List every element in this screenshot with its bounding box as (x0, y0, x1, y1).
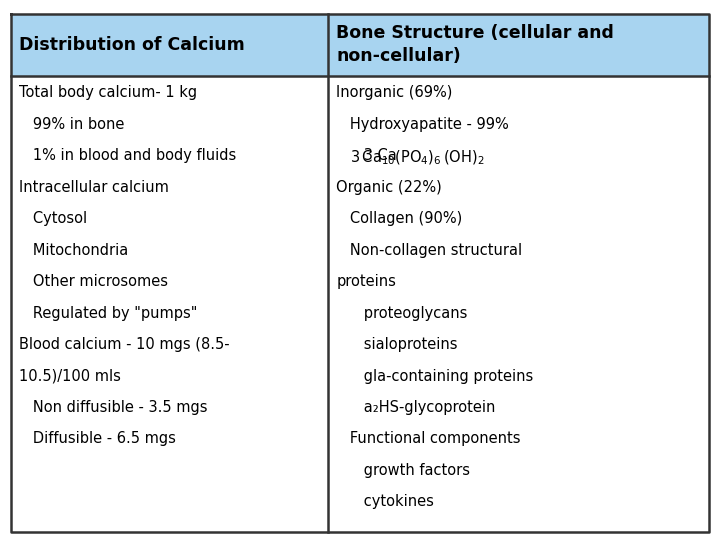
Text: Diffusible - 6.5 mgs: Diffusible - 6.5 mgs (19, 431, 176, 447)
Text: Blood calcium - 10 mgs (8.5-: Blood calcium - 10 mgs (8.5- (19, 337, 230, 352)
Text: Mitochondria: Mitochondria (19, 242, 129, 258)
Text: sialoproteins: sialoproteins (336, 337, 458, 352)
Text: Bone Structure (cellular and
non-cellular): Bone Structure (cellular and non-cellula… (336, 24, 614, 65)
Bar (11, 14, 328, 76)
Text: Distribution of Calcium: Distribution of Calcium (19, 36, 246, 53)
Text: proteoglycans: proteoglycans (336, 306, 467, 321)
Text: Non-collagen structural: Non-collagen structural (336, 242, 523, 258)
Text: Other microsomes: Other microsomes (19, 274, 168, 289)
Text: $\,\,\,\,\,\,3\,\mathrm{Ca}_{10}\mathrm{(PO}_{4}\mathrm{)}_{6}\,\mathrm{(OH)}_{2: $\,\,\,\,\,\,3\,\mathrm{Ca}_{10}\mathrm{… (336, 148, 485, 167)
Text: cytokines: cytokines (336, 495, 434, 509)
Text: Collagen (90%): Collagen (90%) (336, 211, 462, 226)
Text: 10.5)/100 mls: 10.5)/100 mls (19, 368, 121, 383)
Bar (11, 76, 709, 532)
Text: gla-containing proteins: gla-containing proteins (336, 368, 534, 383)
Text: a₂HS-glycoprotein: a₂HS-glycoprotein (336, 400, 495, 415)
Text: Cytosol: Cytosol (19, 211, 88, 226)
Text: Non diffusible - 3.5 mgs: Non diffusible - 3.5 mgs (19, 400, 208, 415)
Text: 1% in blood and body fluids: 1% in blood and body fluids (19, 148, 237, 163)
Text: Total body calcium- 1 kg: Total body calcium- 1 kg (19, 85, 197, 100)
Text: Organic (22%): Organic (22%) (336, 180, 442, 195)
Text: Functional components: Functional components (336, 431, 521, 447)
Text: proteins: proteins (336, 274, 396, 289)
Text: Inorganic (69%): Inorganic (69%) (336, 85, 453, 100)
Text: 3 Ca: 3 Ca (336, 148, 397, 163)
Text: 99% in bone: 99% in bone (19, 117, 125, 132)
Bar (328, 14, 709, 76)
Text: Hydroxyapatite - 99%: Hydroxyapatite - 99% (336, 117, 509, 132)
Text: Regulated by "pumps": Regulated by "pumps" (19, 306, 198, 321)
Text: growth factors: growth factors (336, 463, 470, 478)
Text: Intracellular calcium: Intracellular calcium (19, 180, 169, 195)
